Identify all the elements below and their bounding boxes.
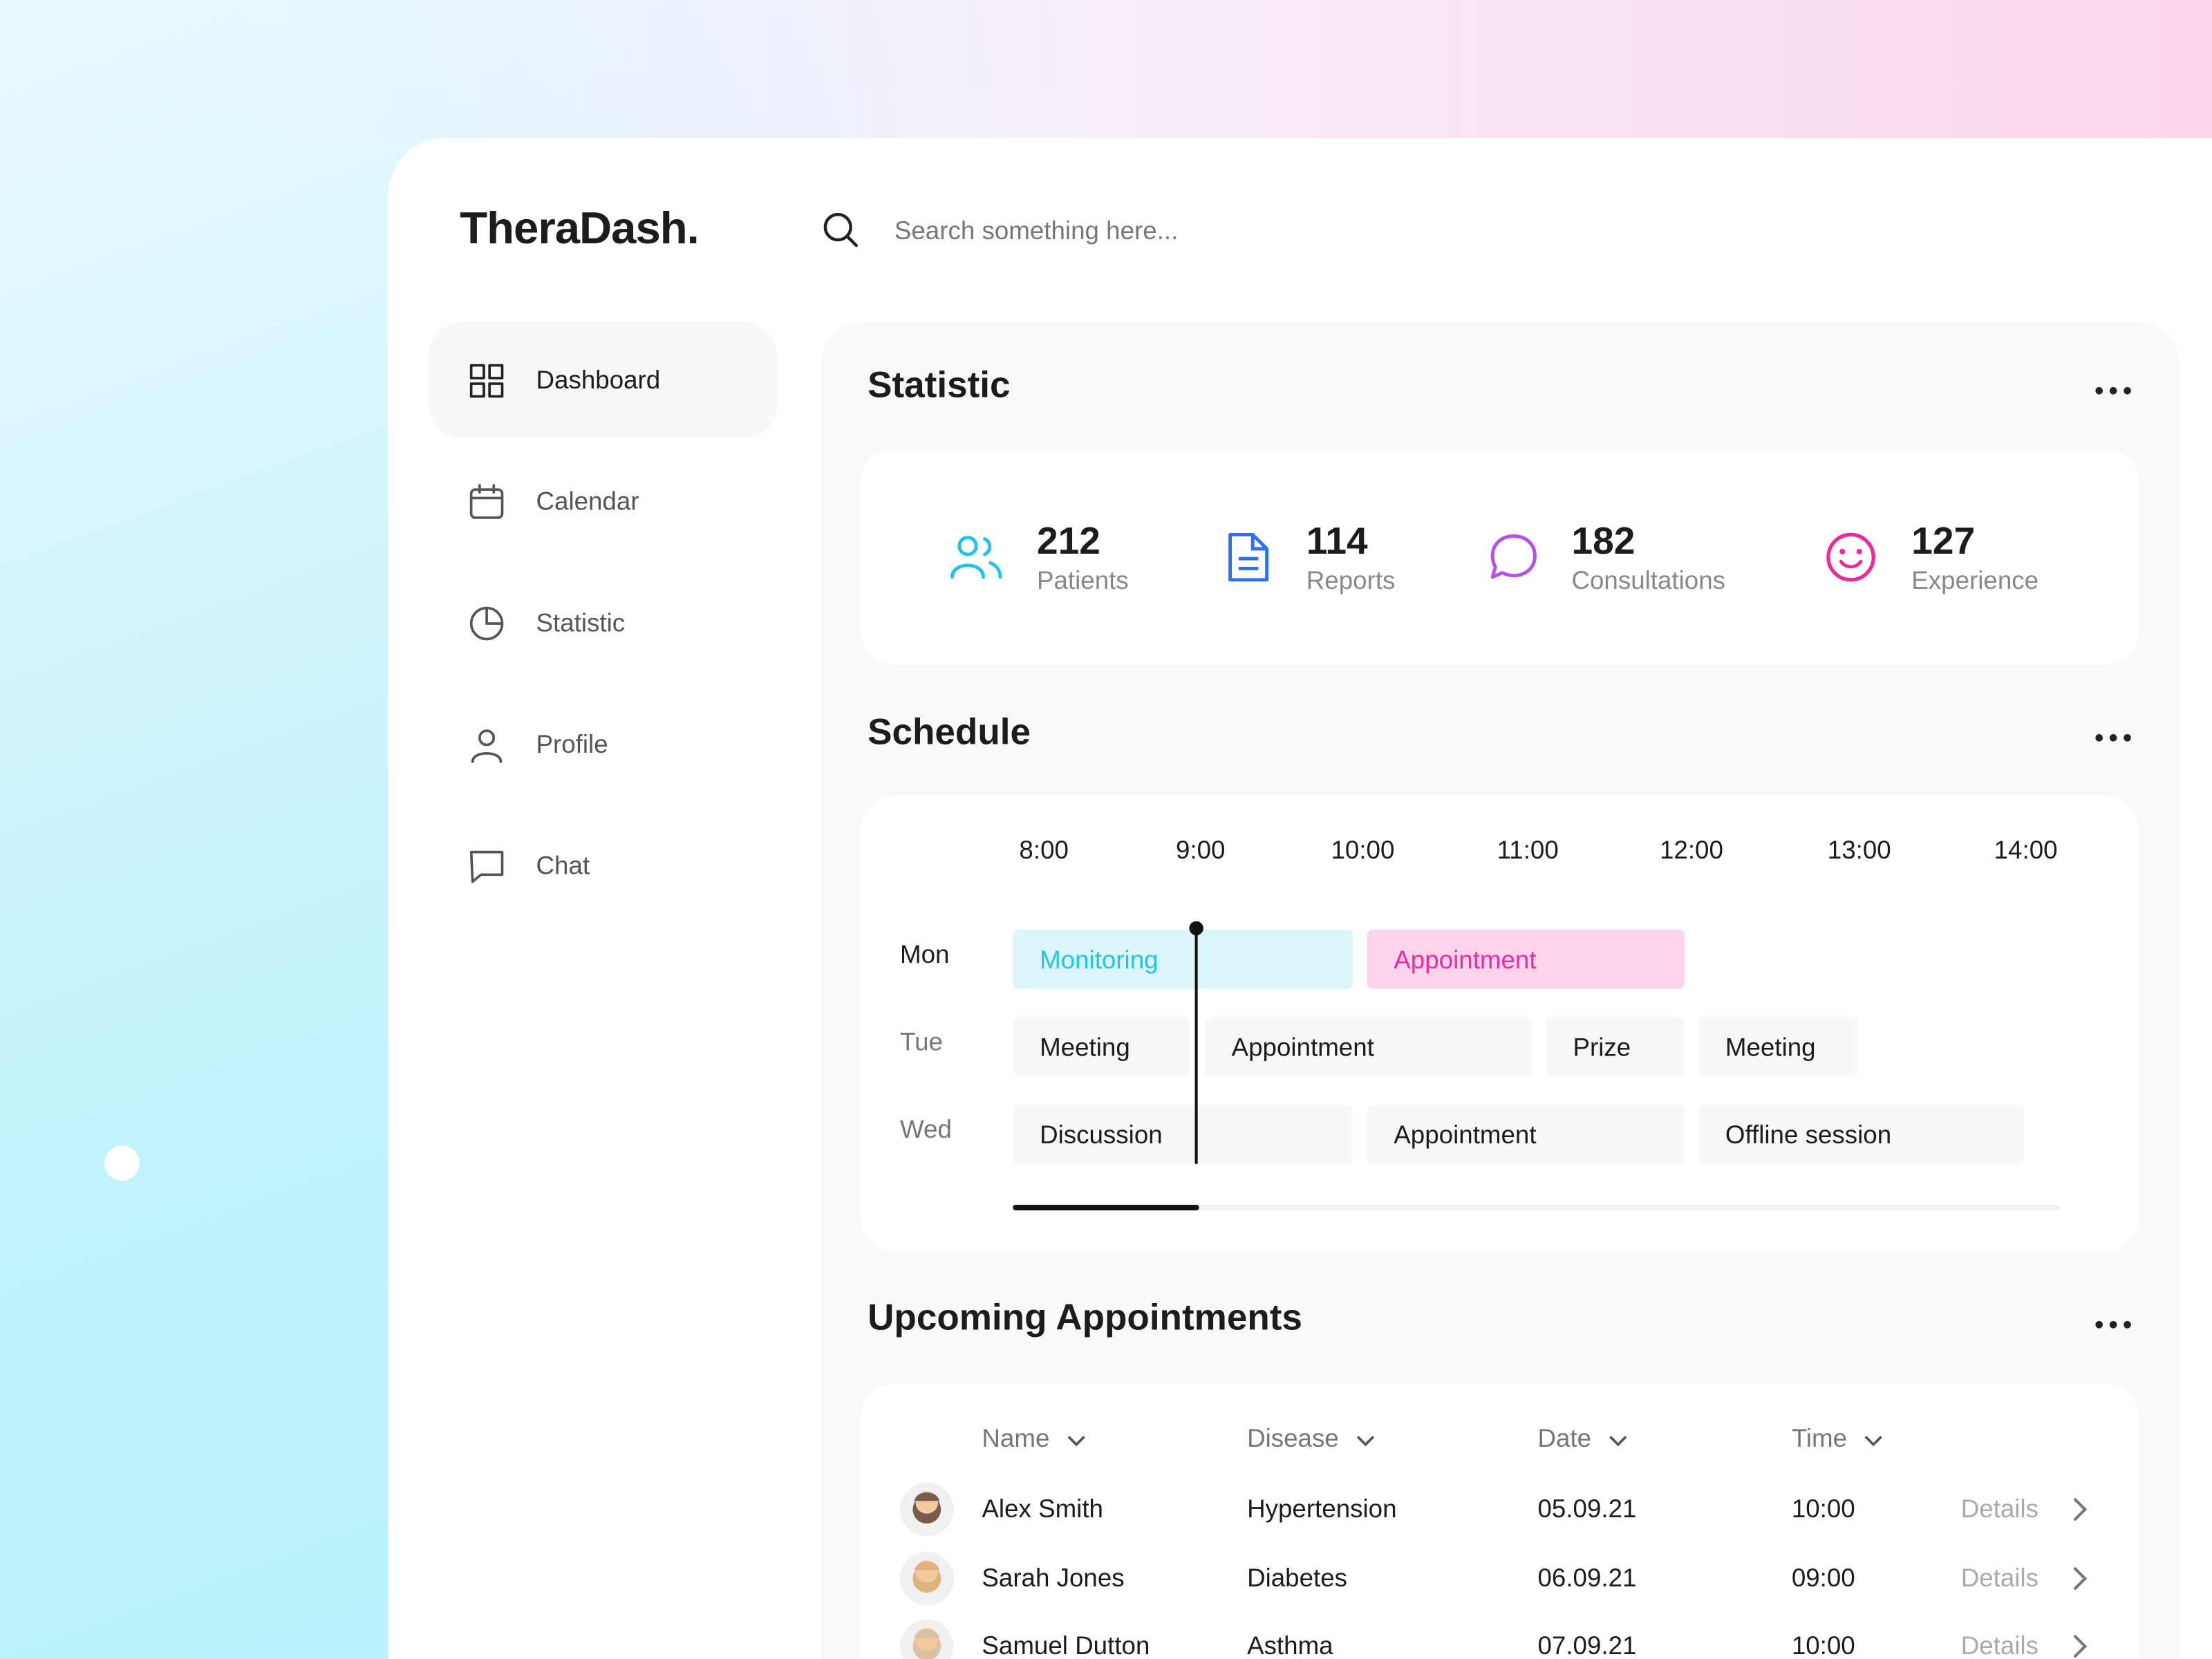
stat-label: Patients <box>1036 566 1129 595</box>
event-block[interactable] <box>1013 1104 1353 1164</box>
decor-dot <box>104 1145 140 1181</box>
more-button[interactable] <box>2094 378 2133 395</box>
cell: Sarah Jones <box>982 1563 1125 1592</box>
stat-value: 114 <box>1306 520 1368 563</box>
time-label: 11:00 <box>1497 836 1559 864</box>
event-label[interactable]: Meeting <box>1040 1033 1130 1062</box>
event-block[interactable] <box>1204 1017 1533 1077</box>
stat-icon <box>1487 530 1544 584</box>
section-title: Schedule <box>868 710 1031 753</box>
stat-icon <box>948 530 1004 584</box>
event-label[interactable]: Appointment <box>1231 1033 1374 1062</box>
nav-active-bg <box>429 321 778 439</box>
search-icon[interactable] <box>818 207 863 252</box>
time-label: 12:00 <box>1659 836 1723 864</box>
sort-chevron[interactable] <box>1609 1430 1629 1447</box>
nav-icon[interactable] <box>469 362 505 399</box>
sort-chevron[interactable] <box>1356 1430 1376 1447</box>
time-label: 10:00 <box>1331 836 1395 864</box>
current-time-line <box>1194 929 1198 1164</box>
search-placeholder[interactable]: Search something here... <box>894 216 1179 245</box>
scroll-track <box>1013 1204 2060 1211</box>
nav-icon[interactable] <box>469 727 505 763</box>
stat-value: 182 <box>1571 520 1635 563</box>
nav-item[interactable]: Profile <box>536 730 608 758</box>
event-block[interactable] <box>1367 929 1685 989</box>
cell: 10:00 <box>1791 1631 1855 1659</box>
event-label[interactable]: Meeting <box>1725 1033 1816 1062</box>
event-block[interactable] <box>1698 1017 1858 1077</box>
event-label[interactable]: Appointment <box>1394 1121 1537 1150</box>
top-glow <box>0 0 2212 142</box>
event-label[interactable]: Discussion <box>1040 1121 1163 1150</box>
cell: 07.09.21 <box>1537 1631 1637 1659</box>
stat-label: Experience <box>1911 566 2039 595</box>
cell: Diabetes <box>1247 1563 1348 1592</box>
cell: 05.09.21 <box>1537 1494 1637 1524</box>
time-label: 8:00 <box>1019 836 1069 864</box>
event-block[interactable] <box>1013 1017 1190 1077</box>
details-chevron[interactable] <box>2071 1565 2088 1591</box>
time-label: 14:00 <box>1994 836 2058 864</box>
stat-value: 212 <box>1036 520 1100 563</box>
details-link[interactable]: Details <box>1960 1494 2039 1524</box>
stat-icon <box>1824 530 1881 584</box>
column-header[interactable]: Name <box>982 1424 1050 1453</box>
column-header[interactable]: Date <box>1537 1424 1592 1453</box>
cell: 09:00 <box>1791 1563 1855 1592</box>
event-label[interactable]: Appointment <box>1394 946 1537 975</box>
stat-card <box>860 448 2139 665</box>
nav-item[interactable]: Statistic <box>536 608 626 637</box>
nav-icon[interactable] <box>469 606 505 642</box>
cell: Samuel Dutton <box>982 1631 1150 1659</box>
time-label: 9:00 <box>1175 836 1226 864</box>
nav-icon[interactable] <box>469 848 505 885</box>
nav-item[interactable]: Calendar <box>536 487 639 516</box>
avatar <box>900 1482 954 1537</box>
day-label: Tue <box>900 1027 943 1056</box>
details-link[interactable]: Details <box>1960 1631 2039 1659</box>
event-label[interactable]: Prize <box>1573 1033 1631 1062</box>
event-block[interactable] <box>1698 1104 2025 1164</box>
avatar <box>900 1619 954 1659</box>
more-button[interactable] <box>2094 725 2133 742</box>
sort-chevron[interactable] <box>1864 1430 1884 1447</box>
event-label[interactable]: Offline session <box>1725 1121 1892 1150</box>
details-chevron[interactable] <box>2071 1497 2088 1522</box>
day-label: Mon <box>900 940 950 969</box>
nav-icon[interactable] <box>469 484 505 521</box>
stat-label: Consultations <box>1571 566 1726 595</box>
section-title: Statistic <box>868 363 1011 406</box>
details-chevron[interactable] <box>2071 1633 2088 1659</box>
avatar <box>900 1550 954 1605</box>
time-label: 13:00 <box>1827 836 1891 864</box>
event-block[interactable] <box>1013 929 1353 989</box>
event-label[interactable]: Monitoring <box>1040 946 1159 975</box>
cell: 10:00 <box>1791 1494 1855 1524</box>
brand: TheraDash. <box>460 202 699 254</box>
column-header[interactable]: Disease <box>1247 1424 1339 1453</box>
nav-item[interactable]: Chat <box>536 851 590 880</box>
day-label: Wed <box>900 1115 952 1144</box>
nav-item[interactable]: Dashboard <box>536 366 661 395</box>
event-block[interactable] <box>1367 1104 1685 1164</box>
section-title: Upcoming Appointments <box>868 1295 1302 1338</box>
stat-value: 127 <box>1911 520 1976 563</box>
current-time-dot <box>1189 921 1203 936</box>
cell: Hypertension <box>1247 1494 1397 1524</box>
sort-chevron[interactable] <box>1067 1430 1087 1447</box>
stat-label: Reports <box>1306 566 1396 595</box>
appointments-card <box>860 1384 2139 1659</box>
stat-icon <box>1221 530 1278 584</box>
cell: 06.09.21 <box>1537 1563 1637 1592</box>
event-block[interactable] <box>1546 1017 1685 1077</box>
cell: Alex Smith <box>982 1494 1103 1524</box>
scroll-thumb[interactable] <box>1013 1204 1199 1211</box>
more-button[interactable] <box>2094 1312 2133 1329</box>
details-link[interactable]: Details <box>1960 1563 2039 1592</box>
cell: Asthma <box>1247 1631 1333 1659</box>
column-header[interactable]: Time <box>1791 1424 1848 1453</box>
